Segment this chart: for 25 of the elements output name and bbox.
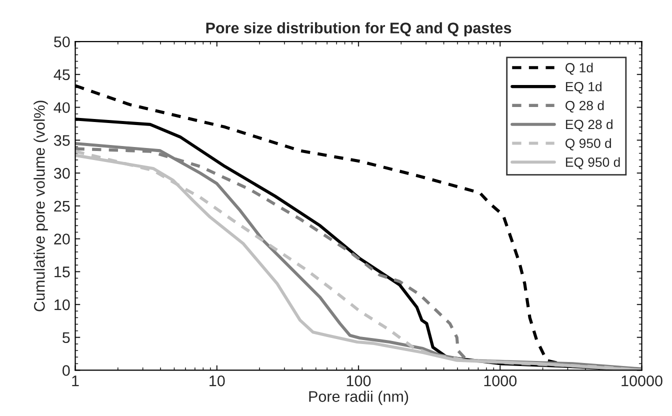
legend-label: Q 950 d <box>566 138 611 150</box>
legend-label: EQ 1d <box>566 82 602 94</box>
legend-label: Q 1d <box>566 62 593 75</box>
y-tick-label: 45 <box>54 69 70 80</box>
legend-label: EQ 950 d <box>566 157 620 170</box>
y-tick-label: 20 <box>54 234 70 244</box>
chart-title: Pore size distribution for EQ and Q pastes <box>206 22 512 36</box>
y-tick-label: 0 <box>62 365 70 376</box>
legend-label: Q 28 d <box>566 100 604 113</box>
y-tick-label: 35 <box>54 135 70 146</box>
legend-label: EQ 28 d <box>566 119 612 132</box>
x-tick-label: 1000 <box>484 376 517 386</box>
y-tick-label: 25 <box>54 200 70 212</box>
x-tick-label: 100 <box>346 376 371 386</box>
y-tick-label: 15 <box>54 266 70 278</box>
y-tick-label: 30 <box>54 168 70 179</box>
x-tick-label: 10000 <box>622 376 662 386</box>
y-tick-label: 10 <box>54 299 70 310</box>
x-tick-label: 10 <box>210 376 225 386</box>
y-axis-title: Cumulative pore volume (vol%) <box>34 100 48 312</box>
y-tick-label: 5 <box>62 332 70 344</box>
y-tick-label: 50 <box>54 36 70 48</box>
x-axis-title: Pore radii (nm) <box>309 390 408 405</box>
x-tick-label: 1 <box>72 376 79 386</box>
y-tick-label: 40 <box>54 102 70 114</box>
